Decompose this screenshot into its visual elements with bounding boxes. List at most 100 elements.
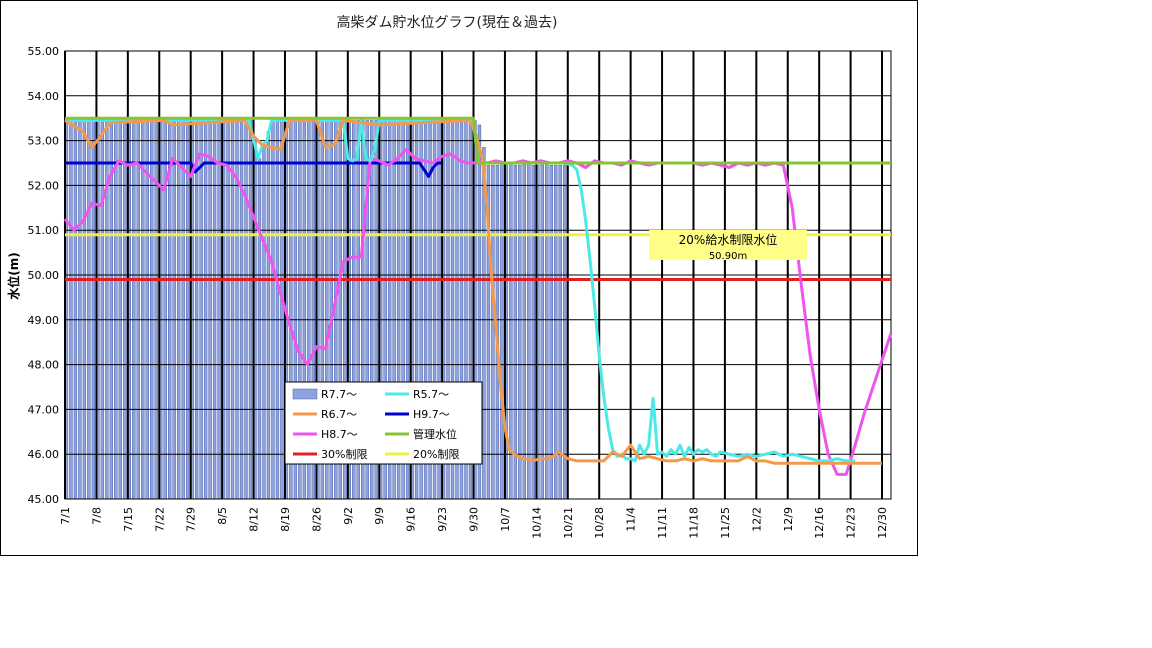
x-tick-label: 12/16 <box>813 507 826 539</box>
y-tick-labels: 45.00 46.00 47.00 48.00 49.00 50.00 51.00 52.00… <box>28 45 60 506</box>
bar-r7 <box>123 120 127 500</box>
bar-r7 <box>154 120 158 500</box>
legend-label: R6.7～ <box>321 408 357 421</box>
bar-r7 <box>558 164 562 500</box>
legend-label: R7.7～ <box>321 388 357 401</box>
x-tick-label: 7/1 <box>59 507 72 525</box>
bar-r7 <box>545 162 549 500</box>
bar-r7 <box>136 120 140 500</box>
x-tick-label: 9/30 <box>468 507 481 532</box>
bar-r7 <box>257 158 262 500</box>
x-tick-labels: 7/1 7/8 7/15 7/22 7/29 8/5 8/12 8/19 8/26 9/2 9/9 9… <box>59 507 889 539</box>
x-tick-label: 12/9 <box>782 507 795 532</box>
legend-label: R5.7～ <box>413 388 449 401</box>
y-axis-label: 水位(m) <box>6 252 21 299</box>
y-tick-label: 45.00 <box>28 493 60 506</box>
bar-r7 <box>176 120 181 500</box>
bar-r7 <box>118 120 123 500</box>
x-tick-label: 8/19 <box>279 507 292 532</box>
water-level-chart: 高柴ダム貯水位グラフ(現在＆過去) 水位(m) 45.0046.0047.004… <box>6 14 893 539</box>
bar-r7 <box>145 120 149 500</box>
bar-r7 <box>262 144 266 500</box>
bar-r7 <box>226 120 230 500</box>
x-tick-label: 11/18 <box>687 507 700 539</box>
legend-swatch <box>292 388 318 400</box>
bar-r7 <box>69 120 73 500</box>
y-tick-label: 53.00 <box>28 135 60 148</box>
x-tick-label: 8/5 <box>216 507 229 525</box>
series-line <box>65 118 856 463</box>
bar-r7 <box>527 162 531 500</box>
y-tick-label: 51.00 <box>28 224 60 237</box>
bar-r7 <box>491 164 495 500</box>
bar-r7 <box>87 120 91 500</box>
bar-r7 <box>549 164 553 500</box>
bar-r7 <box>275 120 280 500</box>
bar-r7 <box>500 162 504 500</box>
legend-label: H9.7～ <box>413 408 450 421</box>
annotation-box: 20%給水制限水位 50.90m <box>649 230 807 262</box>
bar-r7 <box>132 120 136 500</box>
bar-r7 <box>280 120 284 500</box>
bar-r7 <box>82 120 87 500</box>
y-tick-label: 55.00 <box>28 45 60 58</box>
x-tick-label: 7/22 <box>153 507 166 532</box>
legend-label: 20%制限 <box>413 448 459 461</box>
y-tick-label: 50.00 <box>28 269 60 282</box>
x-tick-label: 12/23 <box>845 507 858 539</box>
legend-box <box>284 381 483 465</box>
bar-r7 <box>141 120 145 500</box>
bar-r7 <box>230 120 235 500</box>
x-tick-label: 10/28 <box>593 507 606 539</box>
y-tick-label: 47.00 <box>28 403 60 416</box>
x-tick-label: 7/15 <box>122 507 135 532</box>
annotation-line2: 50.90m <box>709 251 747 262</box>
series-lines <box>63 116 893 476</box>
bar-r7 <box>181 120 185 500</box>
y-tick-label: 52.00 <box>28 179 60 192</box>
bar-r7 <box>239 120 244 500</box>
x-tick-label: 10/7 <box>499 507 512 532</box>
bar-r7 <box>554 164 558 500</box>
x-tick-label: 11/25 <box>719 507 732 539</box>
bar-r7 <box>513 164 518 500</box>
x-tick-label: 9/2 <box>342 507 355 525</box>
x-tick-label: 11/4 <box>625 507 638 532</box>
bar-r7 <box>73 120 78 500</box>
bar-r7 <box>531 164 536 500</box>
x-tick-label: 7/8 <box>90 507 103 525</box>
x-tick-label: 12/30 <box>876 507 889 539</box>
x-tick-label: 11/11 <box>656 507 669 539</box>
bar-r7 <box>100 120 105 500</box>
bar-r7 <box>91 120 96 500</box>
bar-r7 <box>518 164 522 500</box>
legend-label: H8.7～ <box>321 428 358 441</box>
series-line <box>65 116 891 165</box>
x-tick-label: 9/16 <box>405 507 418 532</box>
x-tick-label: 8/26 <box>310 507 323 532</box>
bar-r7 <box>217 120 221 500</box>
bar-r7 <box>203 120 208 500</box>
bar-r7 <box>194 120 199 500</box>
y-tick-label: 46.00 <box>28 448 60 461</box>
bar-r7 <box>522 162 527 500</box>
legend-label: 30%制限 <box>321 448 367 461</box>
x-tick-label: 9/9 <box>373 507 386 525</box>
bar-r7 <box>105 120 109 500</box>
bar-r7 <box>172 120 176 500</box>
bar-r7 <box>114 120 118 500</box>
bar-r7 <box>185 120 190 500</box>
y-tick-label: 48.00 <box>28 359 60 372</box>
bar-r7 <box>266 131 271 500</box>
legend: R7.7～ R5.7～ R6.7～ H9.7～ H8.7～ 管理水位 30%制限 20%制限 <box>284 381 483 465</box>
bar-r7 <box>248 120 253 500</box>
annotation-background <box>649 230 807 260</box>
bar-r7 <box>78 120 82 500</box>
bar-r7 <box>271 120 275 500</box>
y-tick-label: 49.00 <box>28 314 60 327</box>
bar-r7 <box>199 120 203 500</box>
bar-r7 <box>540 162 544 500</box>
x-tick-label: 7/29 <box>185 507 198 532</box>
bar-r7 <box>208 120 212 500</box>
bar-r7 <box>563 164 567 500</box>
